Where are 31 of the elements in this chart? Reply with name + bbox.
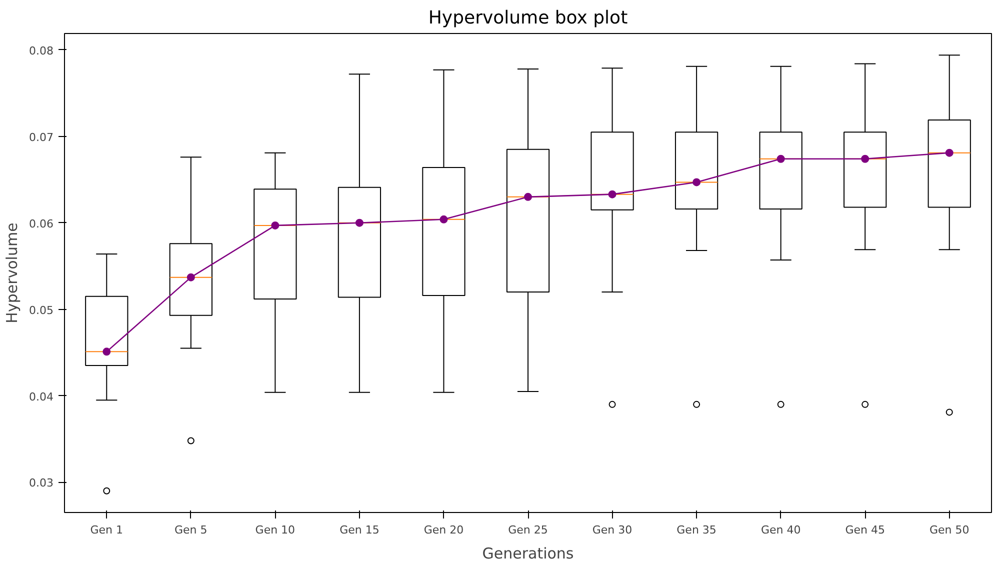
y-tick-label: 0.05 — [29, 304, 54, 317]
y-tick-label: 0.06 — [29, 217, 54, 230]
point — [440, 215, 448, 224]
x-tick-label: Gen 25 — [508, 524, 548, 536]
point — [776, 154, 785, 163]
x-tick-label: Gen 40 — [760, 524, 801, 536]
x-axis-title: Generations — [482, 544, 574, 562]
y-tick-label: 0.03 — [29, 476, 54, 490]
point — [692, 178, 701, 186]
x-tick-label: Gen 5 — [174, 524, 208, 536]
x-tick-label: Gen 1 — [90, 524, 124, 536]
y-axis-title: Hypervolume — [3, 222, 22, 324]
point — [945, 148, 954, 157]
point — [355, 218, 364, 227]
x-tick-label: Gen 45 — [845, 524, 885, 536]
point — [271, 221, 280, 230]
x-tick-label: Gen 30 — [592, 524, 632, 536]
chart-title: Hypervolume box plot — [428, 8, 628, 28]
point — [524, 192, 532, 201]
point — [608, 190, 616, 198]
x-tick-label: Gen 50 — [929, 524, 970, 536]
y-tick-label: 0.04 — [29, 390, 54, 404]
x-tick-label: Gen 20 — [424, 524, 464, 536]
point — [861, 154, 870, 163]
x-tick-label: Gen 35 — [676, 524, 716, 536]
point — [186, 273, 195, 282]
x-tick-label: Gen 15 — [340, 524, 380, 536]
x-tick-label: Gen 10 — [255, 524, 296, 536]
point — [102, 348, 111, 356]
y-tick-label: 0.07 — [29, 130, 54, 144]
y-tick-label: 0.08 — [29, 44, 54, 58]
